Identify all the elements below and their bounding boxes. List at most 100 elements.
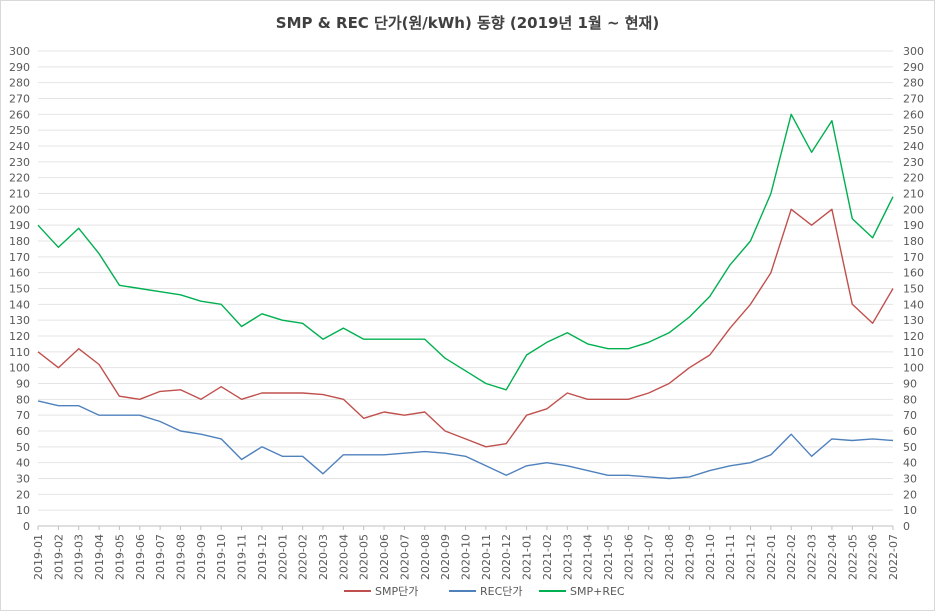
y-tick-label-left: 80 xyxy=(16,393,30,406)
y-tick-label-right: 220 xyxy=(903,172,924,185)
y-tick-label-left: 230 xyxy=(9,156,30,169)
y-tick-label-left: 0 xyxy=(23,520,30,533)
y-tick-label-right: 110 xyxy=(903,346,924,359)
y-tick-label-right: 0 xyxy=(903,520,910,533)
y-axis-right: 0 10 20 30 40 50 60 70 80 90 100 110 120 130 140 150 160… xyxy=(903,45,924,533)
y-tick-label-left: 130 xyxy=(9,314,30,327)
y-tick-label-left: 180 xyxy=(9,235,30,248)
x-tick-label: 2021-09 xyxy=(683,534,696,580)
y-tick-label-left: 240 xyxy=(9,140,30,153)
x-tick-label: 2021-06 xyxy=(622,534,635,580)
y-tick-label-left: 270 xyxy=(9,93,30,106)
y-tick-label-right: 190 xyxy=(903,219,924,232)
y-tick-label-left: 250 xyxy=(9,124,30,137)
x-tick-label: 2020-03 xyxy=(317,534,330,580)
x-tick-label: 2019-09 xyxy=(195,534,208,580)
y-tick-label-right: 20 xyxy=(903,488,917,501)
x-tick-label: 2019-05 xyxy=(113,534,126,580)
y-tick-label-left: 290 xyxy=(9,61,30,74)
y-tick-label-right: 90 xyxy=(903,378,917,391)
y-tick-label-right: 200 xyxy=(903,203,924,216)
x-tick-label: 2022-07 xyxy=(887,534,900,580)
y-tick-label-right: 300 xyxy=(903,45,924,58)
x-tick-label: 2020-01 xyxy=(276,534,289,580)
y-tick-label-left: 40 xyxy=(16,457,30,470)
y-tick-label-right: 250 xyxy=(903,124,924,137)
y-tick-label-left: 260 xyxy=(9,108,30,121)
y-axis-left: 0 10 20 30 40 50 60 70 80 90 100 110 120 130 140 150 160… xyxy=(9,45,30,533)
y-tick-label-left: 110 xyxy=(9,346,30,359)
x-tick-label: 2020-09 xyxy=(439,534,452,580)
x-tick-label: 2020-06 xyxy=(378,534,391,580)
y-tick-label-left: 190 xyxy=(9,219,30,232)
y-tick-label-left: 200 xyxy=(9,203,30,216)
x-tick-label: 2019-03 xyxy=(73,534,86,580)
x-tick-label: 2019-06 xyxy=(134,534,147,580)
x-tick-label: 2019-11 xyxy=(236,534,249,580)
y-tick-label-right: 160 xyxy=(903,267,924,280)
y-tick-label-left: 90 xyxy=(16,378,30,391)
chart-title: SMP & REC 단가(원/kWh) 동향 (2019년 1월 ~ 현재) xyxy=(275,14,660,32)
y-tick-label-right: 120 xyxy=(903,330,924,343)
x-tick-label: 2020-10 xyxy=(460,534,473,580)
y-tick-label-left: 150 xyxy=(9,283,30,296)
x-tick-label: 2019-07 xyxy=(154,534,167,580)
x-tick-label: 2019-02 xyxy=(52,534,65,580)
x-tick-label: 2020-11 xyxy=(480,534,493,580)
x-tick-label: 2021-01 xyxy=(521,534,534,580)
x-tick-label: 2022-04 xyxy=(826,534,839,580)
x-tick-label: 2021-04 xyxy=(582,534,595,580)
x-tick-label: 2019-04 xyxy=(93,534,106,580)
y-tick-label-right: 260 xyxy=(903,108,924,121)
y-tick-label-right: 290 xyxy=(903,61,924,74)
y-tick-label-left: 220 xyxy=(9,172,30,185)
y-tick-label-right: 50 xyxy=(903,441,917,454)
y-tick-label-left: 160 xyxy=(9,267,30,280)
y-tick-label-left: 300 xyxy=(9,45,30,58)
y-tick-label-left: 140 xyxy=(9,298,30,311)
y-tick-label-right: 170 xyxy=(903,251,924,264)
y-tick-label-right: 130 xyxy=(903,314,924,327)
y-tick-label-left: 70 xyxy=(16,409,30,422)
y-tick-label-left: 210 xyxy=(9,188,30,201)
y-tick-label-left: 120 xyxy=(9,330,30,343)
x-tick-label: 2021-11 xyxy=(724,534,737,580)
y-tick-label-left: 170 xyxy=(9,251,30,264)
y-tick-label-left: 30 xyxy=(16,473,30,486)
x-tick-label: 2020-07 xyxy=(398,534,411,580)
legend: SMP단가 REC단가 SMP+REC xyxy=(344,585,625,598)
y-tick-label-left: 50 xyxy=(16,441,30,454)
x-tick-label: 2021-08 xyxy=(663,534,676,580)
y-tick-label-left: 100 xyxy=(9,362,30,375)
legend-label: REC단가 xyxy=(480,585,523,598)
series-lines xyxy=(37,113,894,480)
legend-label: SMP단가 xyxy=(375,585,418,598)
x-tick-label: 2021-07 xyxy=(643,534,656,580)
y-tick-label-right: 30 xyxy=(903,473,917,486)
y-tick-label-right: 70 xyxy=(903,409,917,422)
x-tick-label: 2022-06 xyxy=(867,534,880,580)
gridlines xyxy=(38,50,893,527)
y-tick-label-right: 270 xyxy=(903,93,924,106)
y-tick-label-right: 80 xyxy=(903,393,917,406)
x-tick-label: 2020-02 xyxy=(297,534,310,580)
x-tick-label: 2020-04 xyxy=(337,534,350,580)
y-tick-label-left: 10 xyxy=(16,504,30,517)
x-tick-label: 2022-02 xyxy=(785,534,798,580)
y-tick-label-right: 140 xyxy=(903,298,924,311)
x-tick-label: 2021-02 xyxy=(541,534,554,580)
x-tick-label: 2021-10 xyxy=(704,534,717,580)
y-tick-label-right: 180 xyxy=(903,235,924,248)
x-tick-label: 2020-08 xyxy=(419,534,432,580)
y-tick-label-right: 150 xyxy=(903,283,924,296)
x-tick-label: 2022-03 xyxy=(806,534,819,580)
x-tick-label: 2022-05 xyxy=(846,534,859,580)
x-tick-label: 2019-01 xyxy=(32,534,45,580)
y-tick-label-left: 60 xyxy=(16,425,30,438)
series-line-rec xyxy=(37,400,894,480)
series-line-smp xyxy=(37,208,894,448)
y-tick-label-right: 210 xyxy=(903,188,924,201)
x-tick-label: 2021-05 xyxy=(602,534,615,580)
x-tick-label: 2019-08 xyxy=(175,534,188,580)
